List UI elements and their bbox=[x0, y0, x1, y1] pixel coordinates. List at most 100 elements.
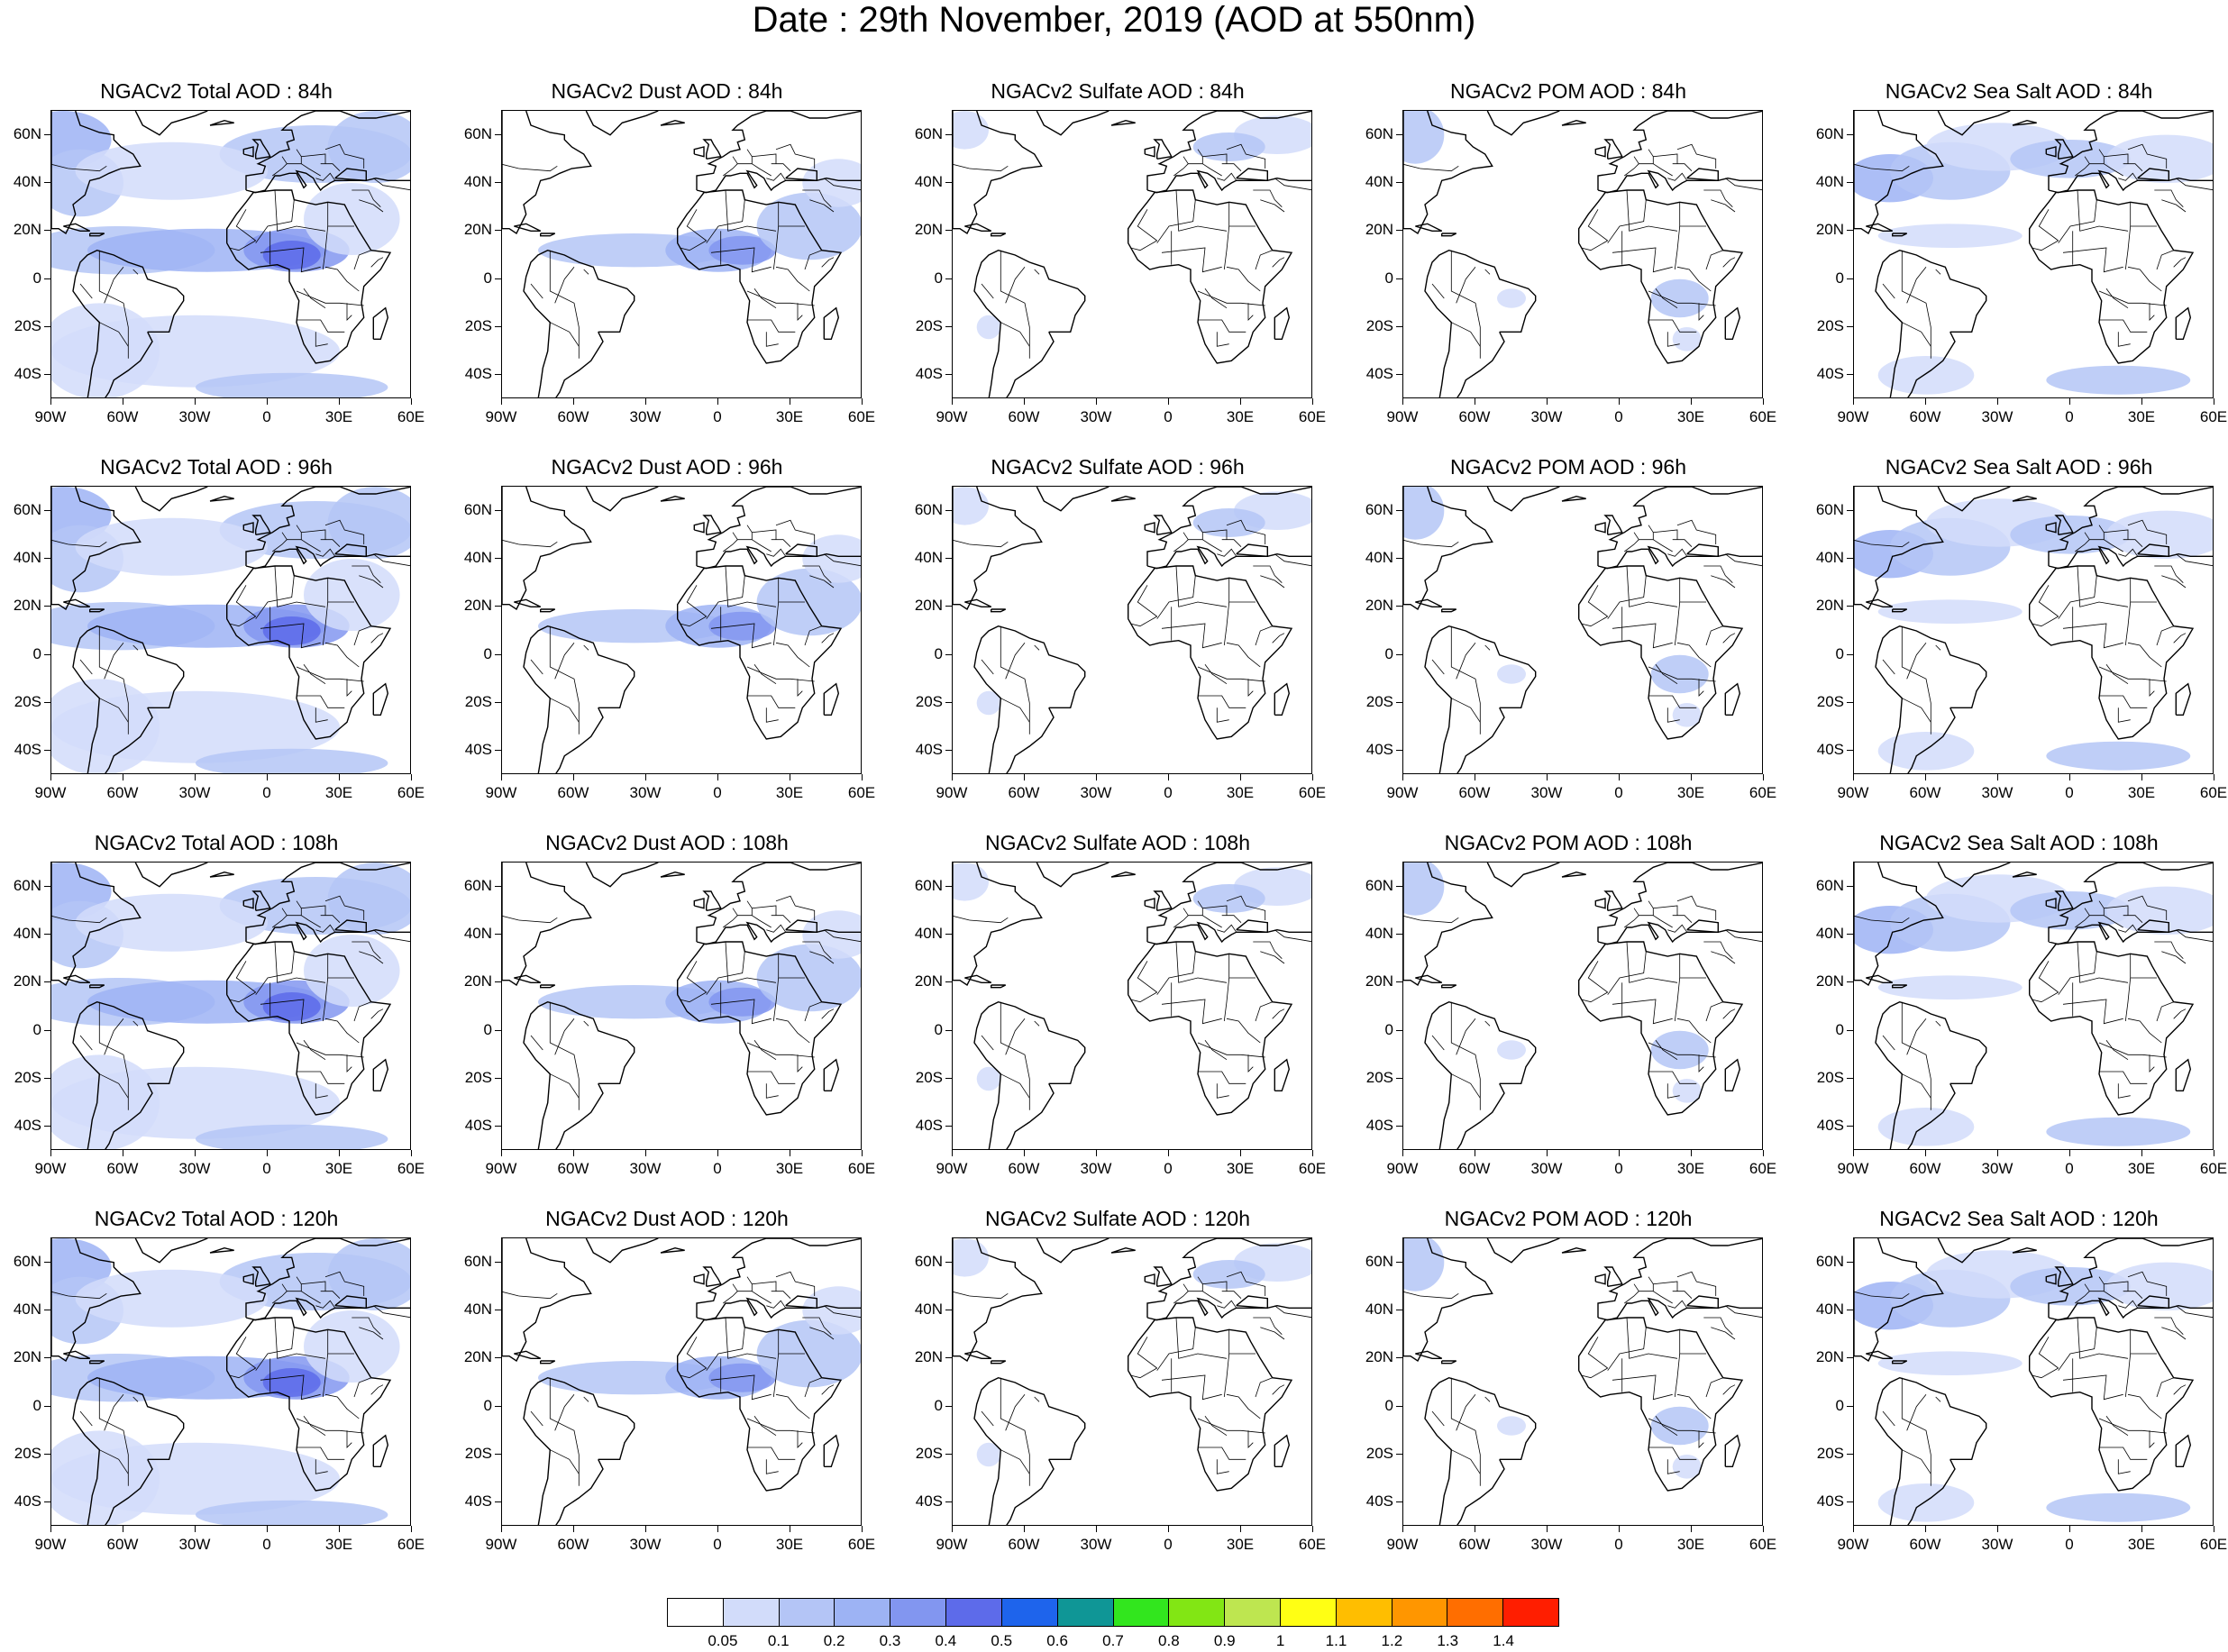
lat-tick-label: 40S bbox=[1816, 1492, 1844, 1511]
lon-tick-label: 30W bbox=[1080, 784, 1112, 801]
aod-map bbox=[502, 863, 861, 1149]
aod-map bbox=[502, 111, 861, 397]
lat-tick bbox=[1396, 885, 1402, 887]
lat-tick-label: 0 bbox=[1384, 1020, 1393, 1038]
aod-field bbox=[538, 910, 861, 1024]
lat-tick-label: 40S bbox=[14, 741, 41, 759]
lat-tick-label: 60N bbox=[1365, 1252, 1393, 1270]
lat-tick-label: 40S bbox=[14, 365, 41, 383]
lat-tick-label: 40N bbox=[463, 1301, 492, 1318]
lon-tick bbox=[1168, 398, 1169, 405]
aod-map bbox=[51, 1238, 410, 1525]
map-panel-seasalt-row2: NGACv2 Sea Salt AOD : 96h 60N 40N 20N 0 20S 40… bbox=[1803, 455, 2228, 825]
lon-tick-label: 0 bbox=[1614, 1160, 1623, 1177]
coastlines bbox=[1854, 863, 2213, 1149]
aod-map bbox=[953, 1238, 1311, 1525]
lon-tick bbox=[2141, 398, 2142, 405]
lat-tick bbox=[1847, 750, 1853, 752]
lat-tick-label: 40N bbox=[1365, 925, 1393, 942]
aod-field bbox=[1403, 1238, 1709, 1479]
lat-tick bbox=[945, 1405, 952, 1407]
map-panel-dust-row2: NGACv2 Dust AOD : 96h 60N 40N 20N 0 20S 40S 90W… bbox=[451, 455, 883, 825]
lat-tick bbox=[945, 1454, 952, 1455]
lat-tick bbox=[495, 702, 501, 703]
lat-tick-label: 20S bbox=[1365, 693, 1393, 710]
lon-tick bbox=[1763, 1150, 1764, 1156]
lon-tick bbox=[645, 774, 646, 780]
lon-tick bbox=[645, 1526, 646, 1532]
colorbar-label: 0.9 bbox=[1213, 1632, 1236, 1649]
lat-tick-label: 20N bbox=[914, 1348, 943, 1366]
lon-tick bbox=[501, 398, 502, 405]
lat-tick bbox=[1396, 702, 1402, 703]
lat-tick-label: 20S bbox=[1816, 1445, 1844, 1462]
lon-tick bbox=[573, 398, 574, 405]
lat-tick bbox=[495, 1405, 501, 1407]
panel-title: NGACv2 Dust AOD : 120h bbox=[545, 1207, 789, 1230]
lat-tick bbox=[44, 1078, 50, 1079]
lon-tick-label: 90W bbox=[1837, 1160, 1869, 1177]
map-area bbox=[1853, 862, 2214, 1150]
lon-tick-label: 30W bbox=[1530, 1536, 1563, 1553]
lat-tick-label: 40N bbox=[13, 1301, 41, 1318]
aod-field bbox=[51, 487, 410, 773]
lat-tick-label: 20S bbox=[1365, 1445, 1393, 1462]
lon-tick-label: 30E bbox=[2127, 408, 2156, 425]
coastlines bbox=[1403, 487, 1762, 773]
lon-tick bbox=[645, 1150, 646, 1156]
lat-tick bbox=[1847, 374, 1853, 376]
lon-tick bbox=[1691, 1150, 1692, 1156]
lon-tick-label: 30E bbox=[324, 408, 353, 425]
lat-tick-label: 40S bbox=[464, 741, 492, 759]
coastlines bbox=[953, 863, 1311, 1149]
lat-tick-label: 20N bbox=[13, 1348, 41, 1366]
lon-tick-label: 60W bbox=[557, 784, 589, 801]
aod-map bbox=[953, 487, 1311, 773]
lon-tick-label: 30E bbox=[1676, 1160, 1705, 1177]
lat-tick bbox=[44, 885, 50, 887]
lon-tick bbox=[1096, 1150, 1097, 1156]
colorbar-label: 1.4 bbox=[1493, 1632, 1514, 1649]
map-area bbox=[50, 1237, 411, 1526]
lat-tick bbox=[1396, 1261, 1402, 1263]
lon-tick-label: 30W bbox=[1080, 408, 1112, 425]
lat-tick bbox=[1396, 653, 1402, 655]
lat-tick-label: 20S bbox=[1816, 693, 1844, 710]
lon-tick-label: 30W bbox=[178, 408, 211, 425]
lat-tick-label: 20N bbox=[914, 972, 943, 990]
colorbar-swatch bbox=[946, 1599, 1002, 1626]
map-panel-total-row1: NGACv2 Total AOD : 84h 60N 40N 20N 0 20S 40S 90… bbox=[0, 79, 433, 449]
lon-tick bbox=[1168, 1150, 1169, 1156]
panel-title: NGACv2 Sea Salt AOD : 120h bbox=[1879, 1207, 2159, 1230]
colorbar-swatch bbox=[1392, 1599, 1448, 1626]
lat-tick-label: 40N bbox=[914, 173, 943, 190]
lon-tick bbox=[1096, 1526, 1097, 1532]
lon-tick-label: 0 bbox=[1164, 784, 1173, 801]
lon-tick-label: 30W bbox=[1530, 408, 1563, 425]
lon-tick-label: 30W bbox=[1981, 408, 2013, 425]
lat-tick bbox=[1847, 981, 1853, 983]
lat-tick bbox=[495, 1501, 501, 1503]
lat-tick bbox=[1396, 1126, 1402, 1127]
lon-tick-label: 90W bbox=[1386, 1160, 1419, 1177]
lat-tick-label: 40S bbox=[1365, 741, 1393, 759]
lon-tick bbox=[50, 398, 51, 405]
lat-tick-label: 40S bbox=[1816, 365, 1844, 383]
map-panel-sulfate-row2: NGACv2 Sulfate AOD : 96h 60N 40N 20N 0 20S 40S… bbox=[901, 455, 1334, 825]
lon-tick-label: 60W bbox=[557, 1160, 589, 1177]
map-area bbox=[50, 862, 411, 1150]
lat-tick-label: 40S bbox=[464, 365, 492, 383]
panel-title: NGACv2 Sulfate AOD : 108h bbox=[984, 831, 1251, 854]
coastlines bbox=[953, 487, 1311, 773]
lat-tick bbox=[945, 885, 952, 887]
lon-tick-label: 30E bbox=[1226, 408, 1255, 425]
aod-map bbox=[1403, 1238, 1762, 1525]
lat-tick-label: 20S bbox=[915, 1445, 943, 1462]
lat-tick bbox=[44, 1126, 50, 1127]
lon-tick-label: 30E bbox=[775, 1536, 804, 1553]
lat-tick bbox=[1847, 558, 1853, 559]
aod-field bbox=[51, 111, 410, 397]
lat-tick-label: 20S bbox=[915, 317, 943, 334]
lon-tick-label: 30W bbox=[1530, 784, 1563, 801]
lon-tick-label: 60W bbox=[1909, 784, 1941, 801]
